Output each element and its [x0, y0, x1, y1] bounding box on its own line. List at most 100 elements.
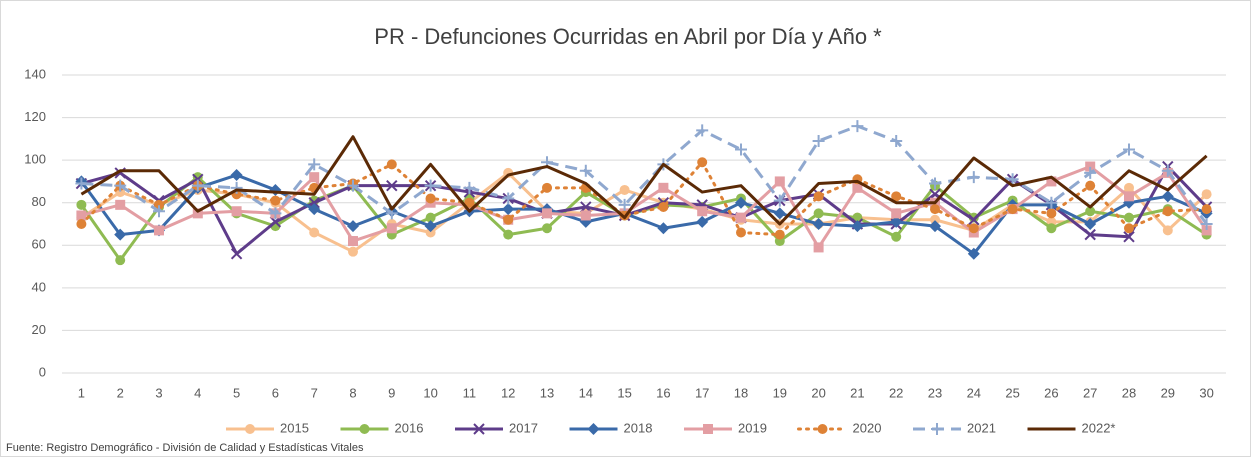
marker — [851, 120, 864, 133]
marker — [1123, 143, 1135, 156]
marker — [1201, 189, 1212, 200]
x-tick-label: 20 — [811, 385, 825, 400]
y-tick-label: 140 — [24, 66, 46, 81]
marker — [773, 207, 786, 220]
marker — [76, 210, 87, 221]
x-tick-label: 1 — [78, 385, 85, 400]
marker — [76, 219, 87, 229]
marker — [1046, 223, 1057, 234]
y-tick-label: 60 — [32, 237, 46, 252]
marker — [774, 229, 785, 240]
marker — [308, 158, 321, 171]
x-tick-label: 30 — [1199, 385, 1213, 400]
marker — [1124, 191, 1134, 202]
marker — [424, 220, 437, 233]
marker — [619, 184, 630, 195]
x-tick-label: 28 — [1122, 385, 1136, 400]
marker — [425, 227, 436, 238]
marker — [503, 214, 514, 225]
x-tick-label: 14 — [579, 385, 593, 400]
marker — [542, 182, 552, 193]
marker — [230, 248, 243, 260]
x-tick-label: 18 — [734, 385, 748, 400]
marker — [230, 181, 243, 194]
marker — [1046, 176, 1057, 187]
x-tick-label: 13 — [540, 385, 554, 400]
x-tick-label: 27 — [1083, 385, 1097, 400]
marker — [425, 212, 436, 223]
marker — [309, 227, 320, 238]
y-tick-label: 100 — [24, 152, 46, 167]
marker — [1161, 164, 1174, 177]
marker — [967, 171, 980, 184]
marker — [1162, 206, 1173, 217]
marker — [245, 424, 255, 434]
x-tick-label: 11 — [463, 385, 477, 400]
marker — [231, 206, 242, 217]
marker — [735, 143, 747, 156]
series-line — [81, 165, 1208, 249]
x-tick-label: 7 — [311, 385, 318, 400]
marker — [813, 208, 824, 219]
marker — [703, 424, 713, 434]
x-tick-label: 21 — [850, 385, 864, 400]
x-tick-label: 12 — [501, 385, 515, 400]
marker — [503, 229, 514, 240]
marker — [191, 179, 204, 192]
marker — [154, 225, 164, 236]
marker — [1045, 196, 1058, 209]
marker — [890, 215, 903, 228]
legend-label: 2022* — [1082, 420, 1116, 435]
series-line — [81, 124, 1208, 225]
legend-label: 2016 — [395, 420, 424, 435]
marker — [618, 198, 631, 211]
marker — [425, 193, 436, 204]
marker — [192, 208, 203, 219]
marker — [1200, 218, 1213, 230]
marker — [1161, 190, 1174, 203]
marker — [1123, 231, 1135, 243]
marker — [1124, 182, 1134, 193]
marker — [657, 222, 670, 235]
marker — [968, 223, 979, 234]
x-tick-label: 4 — [194, 385, 201, 400]
marker — [735, 196, 747, 209]
marker — [813, 242, 824, 253]
x-tick-label: 29 — [1161, 385, 1175, 400]
x-tick-label: 19 — [773, 385, 787, 400]
marker — [891, 208, 902, 219]
marker — [929, 177, 941, 190]
marker — [115, 199, 126, 210]
marker — [967, 247, 980, 260]
marker — [696, 124, 709, 137]
marker — [1006, 173, 1019, 186]
legend-label: 2015 — [280, 420, 309, 435]
x-tick-label: 17 — [695, 385, 709, 400]
marker — [386, 179, 398, 192]
x-tick-label: 26 — [1044, 385, 1058, 400]
marker — [817, 424, 828, 434]
marker — [891, 231, 902, 242]
marker — [697, 157, 708, 168]
legend-label: 2017 — [509, 420, 538, 435]
series-line — [80, 135, 1208, 226]
marker — [308, 203, 321, 216]
marker — [1085, 206, 1096, 217]
y-tick-label: 40 — [32, 279, 46, 294]
marker — [812, 134, 825, 147]
marker — [348, 246, 358, 257]
marker — [1124, 223, 1134, 234]
x-tick-label: 10 — [423, 385, 437, 400]
marker — [502, 203, 515, 216]
x-tick-label: 2 — [117, 385, 124, 400]
marker — [464, 197, 475, 208]
x-tick-label: 5 — [233, 385, 240, 400]
marker — [309, 172, 320, 183]
marker — [891, 191, 902, 202]
marker — [968, 214, 980, 226]
x-tick-label: 6 — [272, 385, 279, 400]
marker — [697, 206, 708, 217]
marker — [269, 207, 282, 220]
marker — [929, 220, 941, 233]
